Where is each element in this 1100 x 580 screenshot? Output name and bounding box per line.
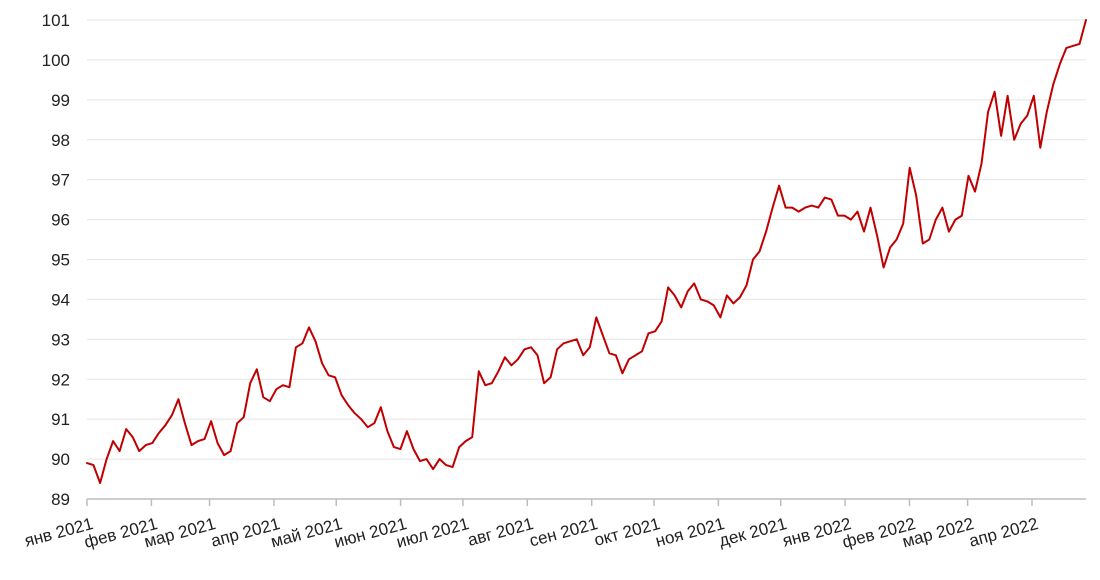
x-tick-label: сен 2021 bbox=[527, 514, 599, 550]
x-tick-label: авг 2021 bbox=[466, 514, 536, 550]
x-tick-label: дек 2021 bbox=[717, 514, 789, 550]
y-tick-label: 98 bbox=[51, 131, 70, 150]
y-tick-label: 99 bbox=[51, 91, 70, 110]
y-tick-label: 96 bbox=[51, 211, 70, 230]
series-line bbox=[86, 19, 1087, 484]
y-tick-label: 90 bbox=[51, 450, 70, 469]
y-tick-label: 94 bbox=[51, 290, 70, 309]
x-tick-label: апр 2022 bbox=[967, 514, 1040, 551]
series-layer bbox=[86, 19, 1087, 484]
gridlines bbox=[87, 19, 1086, 460]
x-tick-label: ноя 2021 bbox=[653, 514, 726, 551]
y-tick-label: 89 bbox=[51, 490, 70, 509]
y-tick-label: 92 bbox=[51, 370, 70, 389]
y-tick-label: 93 bbox=[51, 330, 70, 349]
y-tick-label: 100 bbox=[42, 51, 70, 70]
x-tick-label: окт 2021 bbox=[592, 514, 662, 550]
y-axis-tick-labels: 89 90 91 92 93 94 95 96 97 98 99 100 101 bbox=[42, 11, 70, 509]
y-tick-label: 97 bbox=[51, 171, 70, 190]
y-tick-label: 95 bbox=[51, 251, 70, 270]
y-tick-label: 101 bbox=[42, 11, 70, 30]
x-tick-label: июл 2021 bbox=[394, 514, 471, 552]
y-tick-label: 91 bbox=[51, 410, 70, 429]
